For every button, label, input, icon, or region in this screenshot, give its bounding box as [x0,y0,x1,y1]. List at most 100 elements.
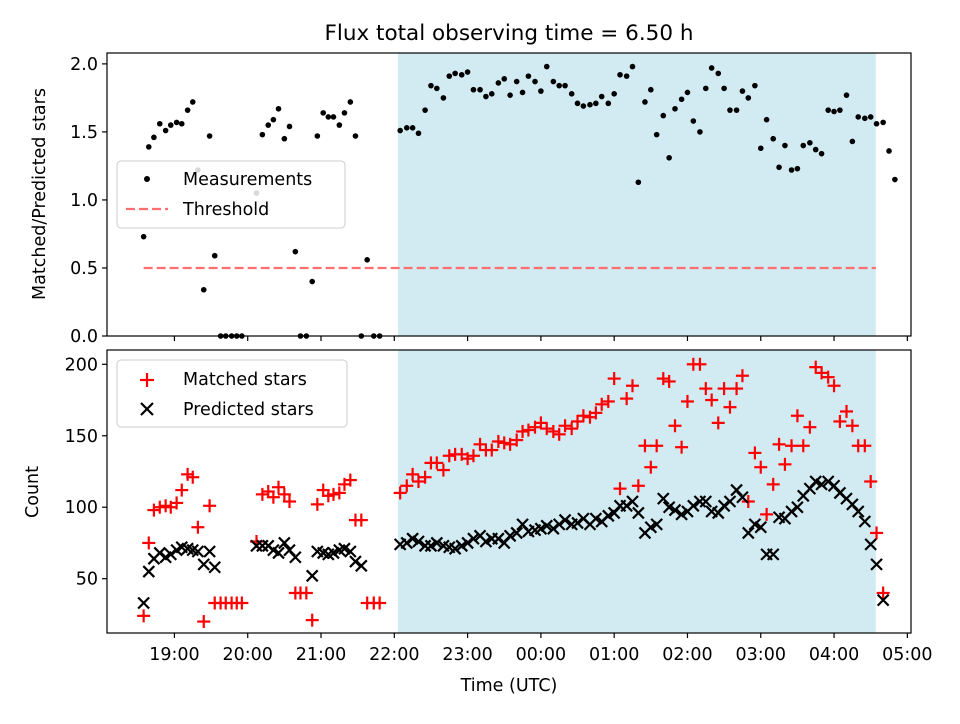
matched-star-point [142,536,156,550]
matched-star-point [833,414,847,428]
matched-star-point [870,526,884,540]
bottom-shaded-region [397,350,876,633]
measurement-point [189,99,196,105]
measurement-point [422,107,428,113]
matched-star-point [175,483,189,497]
chart-title: Flux total observing time = 6.50 h [325,21,694,46]
x-tick-label: 23:00 [442,645,492,665]
x-tick-label: 05:00 [882,645,932,665]
measurement-point [757,145,764,152]
predicted-star-point [203,545,216,558]
predicted-star-point [153,546,167,560]
matched-star-point [343,473,357,487]
matched-star-point [723,400,737,414]
y-tick-label: 100 [65,498,98,518]
measurement-point [200,286,207,293]
predicted-star-point [571,516,584,530]
measurement-point [648,86,654,93]
matched-star-point [717,382,731,396]
predicted-star-point [650,518,663,531]
legend-predicted-label: Predicted stars [183,400,314,420]
x-tick-label: 21:00 [296,645,346,665]
measurement-point [788,167,795,173]
matched-star-point [170,496,184,510]
matched-star-point [299,586,313,600]
predicted-star-point [736,490,749,504]
measurement-point [458,71,465,78]
predicted-star-point [208,560,222,574]
predicted-star-point [137,596,150,610]
matched-star-point [277,487,291,501]
matched-star-point [675,440,689,454]
predicted-star-point [791,500,804,514]
matched-star-point [571,414,585,428]
measurement-point [314,133,321,139]
matched-star-point [864,474,878,488]
matched-star-point [305,613,319,627]
matched-star-point [461,452,475,466]
y-tick-label: 2.0 [70,55,98,75]
top-shaded-region [397,53,876,336]
matched-star-point [778,457,792,471]
measurement-point [598,93,605,100]
predicted-star-point [412,535,425,548]
y-tick-label: 0.0 [70,327,98,347]
predicted-star-point [197,558,211,571]
measurement-point [708,65,715,71]
matched-star-point [803,420,817,434]
matched-star-point [406,467,420,481]
matched-star-point [790,409,804,423]
measurement-point [403,125,410,131]
measurement-point [178,120,185,127]
matched-star-point [607,372,621,386]
matched-star-point [741,495,755,509]
matched-star-point [735,369,749,383]
measurement-point [684,89,691,96]
matched-star-point [815,366,829,380]
matched-star-point [662,374,676,388]
matched-star-point [638,439,652,453]
predicted-star-point [870,558,883,571]
measurement-point [831,108,837,115]
legend-threshold-label: Threshold [182,200,269,220]
matched-star-point [442,449,456,463]
measurement-point [409,125,416,131]
matched-star-point [354,513,368,527]
predicted-star-point [540,519,554,533]
matched-star-point [656,372,670,386]
measurement-point [763,116,770,123]
matched-star-point [497,436,511,450]
measurement-point [617,71,623,78]
matched-star-point [699,382,713,396]
predicted-star-point [656,492,670,505]
measurement-point [364,257,370,263]
measurement-point [807,139,813,146]
matched-star-point [693,357,707,371]
predicted-star-point [620,499,633,513]
predicted-stars-series [137,475,890,610]
matched-star-point [485,443,499,457]
measurement-point [892,176,898,183]
measurement-point [286,123,293,130]
measurement-point [697,129,703,135]
measurement-point [347,99,354,105]
predicted-star-point [766,548,780,561]
measurement-point [886,148,892,154]
predicted-star-point [448,542,462,555]
measurement-point [556,82,563,89]
predicted-star-point [858,515,872,528]
top-x-ticks [173,336,908,341]
matched-star-point [711,416,725,430]
bottom-y-label: Count [23,466,43,518]
matched-star-point [491,434,505,448]
measurement-point [415,130,422,137]
matched-star-point [203,499,217,513]
measurement-point [672,105,678,112]
measurement-point [770,135,777,142]
matched-star-point [565,422,579,436]
measurement-point [336,122,343,128]
measurement-point [162,127,169,134]
measurement-point [568,91,575,97]
predicted-star-point [552,518,566,531]
predicted-star-point [754,520,768,534]
